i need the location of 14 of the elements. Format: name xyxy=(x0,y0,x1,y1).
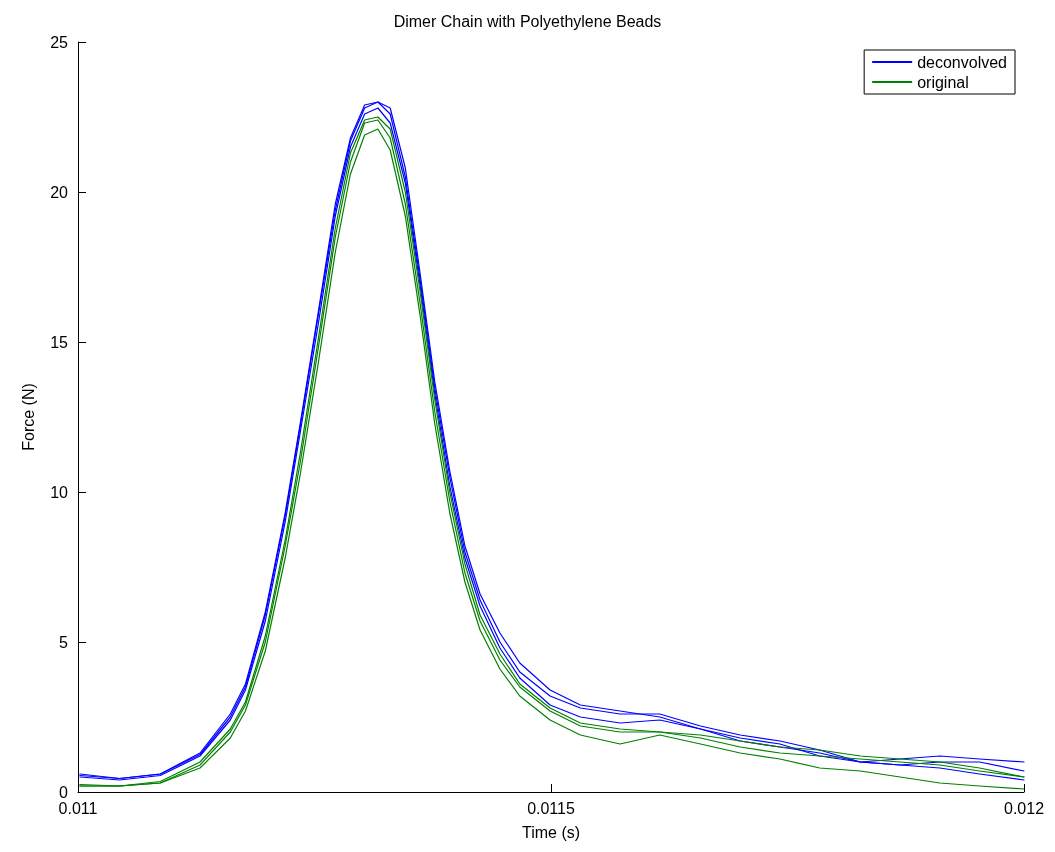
legend-label: original xyxy=(917,73,969,91)
y-tick-label: 15 xyxy=(50,333,69,351)
x-tick-label: 0.0115 xyxy=(527,799,575,817)
x-axis-title: Time (s) xyxy=(521,823,581,841)
y-tick-label: 10 xyxy=(50,483,69,501)
chart-title: Dimer Chain with Polyethylene Beads xyxy=(393,12,662,30)
y-tick-label: 0 xyxy=(59,783,69,801)
y-tick-label: 25 xyxy=(50,33,69,51)
legend-label: deconvolved xyxy=(917,53,1007,71)
x-tick-label: 0.011 xyxy=(58,799,98,817)
y-axis-title: Force (N) xyxy=(19,383,37,451)
y-tick-label: 20 xyxy=(50,183,69,201)
y-tick-label: 5 xyxy=(59,633,69,651)
x-tick-label: 0.012 xyxy=(1003,799,1045,817)
